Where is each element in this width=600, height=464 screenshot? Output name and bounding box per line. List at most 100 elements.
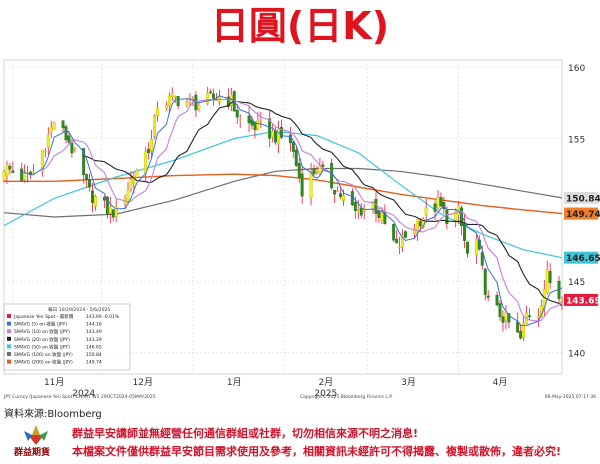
candle-body	[548, 271, 552, 283]
candle-body	[197, 105, 201, 109]
candle-body	[52, 122, 56, 130]
sma200-line	[4, 173, 563, 215]
candle-body	[135, 169, 139, 178]
candle-body	[486, 295, 490, 298]
page-title: 日圓(日K)	[210, 4, 390, 48]
candle-body	[501, 316, 505, 323]
legend-box	[3, 303, 131, 371]
chart-footer-mid: Copyright© 2025 Bloomberg Finance L.P.	[300, 393, 393, 400]
legend-value: 143.49	[86, 329, 102, 335]
candle-body	[126, 189, 130, 203]
legend-value: 146.65	[86, 344, 102, 350]
candle-body	[8, 165, 12, 170]
candle-body	[359, 207, 363, 216]
candle-body	[442, 202, 446, 209]
candle-body	[114, 206, 118, 218]
value-tag-bg	[564, 191, 598, 204]
y-tick-label: 160	[568, 64, 585, 74]
chart-footer-left: JPY Curncy (Japanese Yen Spot) CHART W1 …	[3, 394, 156, 400]
legend-value: 149.74	[86, 360, 102, 366]
candle-body	[102, 196, 106, 201]
value-tag: 146.65	[566, 254, 600, 264]
legend-label: SMAVG (20) on 收盤 (JPY)	[14, 336, 70, 343]
candle-body	[498, 303, 502, 318]
legend-swatch	[7, 359, 11, 364]
candle-body	[67, 135, 71, 143]
candle-body	[380, 212, 384, 222]
candle-body	[212, 93, 216, 99]
candle-body	[466, 241, 469, 254]
candle-body	[176, 96, 180, 106]
candle-body	[474, 239, 478, 256]
y-tick-label: 140	[568, 350, 585, 360]
legend-swatch	[7, 344, 11, 349]
candle-body	[542, 288, 546, 310]
candle-body	[64, 126, 68, 141]
candle-body	[173, 96, 177, 98]
candle-body	[439, 197, 443, 207]
legend-label: SMAVG (200) on 收盤 (JPY)	[14, 359, 73, 366]
candle-body	[132, 176, 136, 184]
candle-body	[560, 299, 564, 302]
legend-label: SMAVG (5) on 收盤 (JPY)	[14, 321, 67, 328]
candle-body	[280, 127, 283, 138]
candle-body	[73, 148, 77, 150]
y-tick-label: 145	[568, 278, 585, 288]
candle-body	[94, 196, 98, 207]
candle-body	[46, 134, 50, 148]
x-month-label: 1月	[227, 377, 242, 388]
candle-body	[297, 162, 301, 178]
candle-body	[256, 120, 260, 131]
candlestick-chart: 14014515015516011月12月1月2月3月4月20242025150…	[0, 56, 600, 402]
candle-body	[2, 171, 6, 181]
candle-body	[392, 223, 396, 241]
candle-body	[507, 313, 511, 323]
legend-header: 毎日 10/29/2024 - 5/6/2025	[48, 306, 110, 313]
x-month-label: 3月	[401, 377, 416, 388]
candle-body	[536, 315, 540, 319]
value-tag-bg	[564, 207, 598, 220]
candle-body	[516, 321, 520, 333]
candle-body	[350, 191, 354, 206]
candle-body	[274, 130, 277, 143]
candle-body	[454, 210, 458, 221]
legend-value: 143.69 -0.01%	[86, 314, 120, 320]
candle-body	[259, 121, 263, 123]
candle-body	[11, 170, 15, 173]
candle-body	[528, 315, 531, 317]
logo-text: 群益期貨	[13, 448, 50, 458]
x-month-label: 12月	[133, 377, 153, 388]
candle-body	[188, 97, 192, 99]
y-tick-label: 155	[568, 136, 585, 146]
candle-body	[235, 109, 239, 118]
candle-body	[483, 268, 487, 295]
candle-body	[23, 173, 27, 181]
footer: 群益期貨 群益早安講師並無經營任何通信群組或社群，切勿相信來源不明之消息! 本檔…	[0, 421, 600, 464]
candle-body	[247, 115, 251, 124]
candle-body	[330, 162, 334, 189]
candle-body	[433, 203, 437, 212]
candle-body	[294, 149, 298, 166]
candle-body	[150, 138, 154, 152]
candle-body	[70, 142, 74, 154]
candle-body	[315, 170, 319, 173]
x-year-label: 2024	[72, 389, 95, 399]
candle-body	[401, 235, 404, 248]
candle-body	[111, 209, 115, 218]
candle-body	[342, 195, 345, 202]
candle-body	[480, 252, 484, 266]
candle-body	[238, 119, 242, 121]
candle-body	[156, 108, 160, 117]
candle-body	[309, 171, 313, 199]
candle-body	[164, 104, 168, 109]
disclaimer-line-1: 群益早安講師並無經營任何通信群組或社群，切勿相信來源不明之消息!	[72, 427, 419, 440]
candle-body	[336, 190, 339, 193]
candle-body	[291, 141, 295, 152]
candle-body	[321, 164, 325, 167]
candle-body	[312, 168, 316, 175]
candle-body	[49, 126, 53, 133]
candle-body	[356, 209, 360, 212]
candle-body	[545, 269, 549, 293]
x-month-label: 4月	[493, 377, 508, 388]
value-tag: 150.84	[566, 194, 600, 204]
